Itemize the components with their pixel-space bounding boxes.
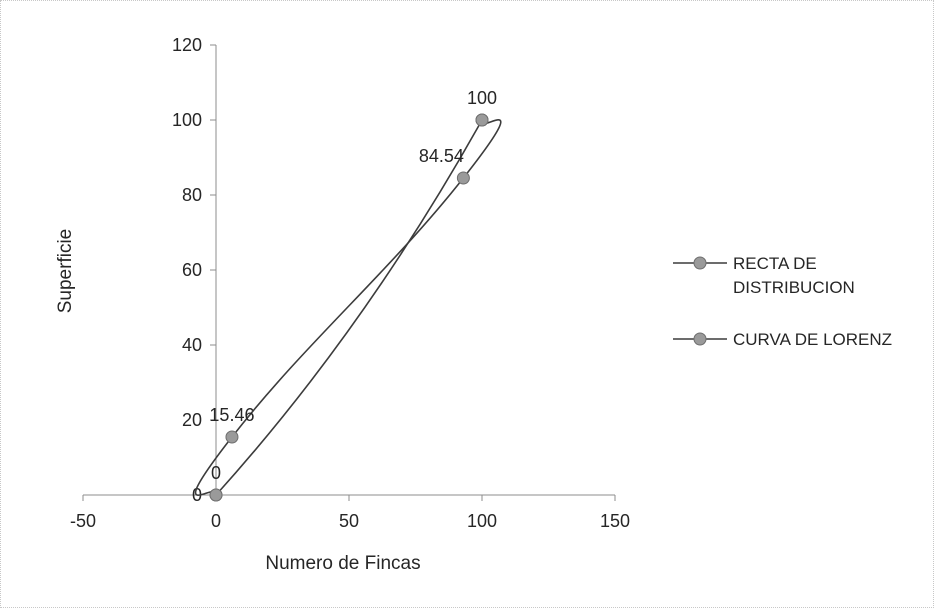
data-labels: 100 0 15.46 84.54 xyxy=(209,88,497,483)
data-point xyxy=(209,488,223,502)
legend-marker xyxy=(693,332,707,346)
series-markers xyxy=(209,113,489,502)
legend-entry: RECTA DE DISTRIBUCION xyxy=(673,254,855,297)
data-point xyxy=(225,430,239,444)
data-point xyxy=(475,113,489,127)
y-tick-label: 40 xyxy=(182,335,202,355)
legend-label: CURVA DE LORENZ xyxy=(733,330,892,349)
legend-marker xyxy=(693,256,707,270)
plot-layer: -50 0 50 100 150 0 20 40 60 80 100 120 100 0 15.46 84… xyxy=(70,35,630,531)
series-line-1 xyxy=(194,119,502,496)
legend: RECTA DE DISTRIBUCION CURVA DE LORENZ xyxy=(673,254,892,349)
x-tick-label: 100 xyxy=(467,511,497,531)
x-tick-label: 0 xyxy=(211,511,221,531)
y-tick-label: 80 xyxy=(182,185,202,205)
series-line-0 xyxy=(215,119,483,496)
x-tick-label: 50 xyxy=(339,511,359,531)
legend-label: DISTRIBUCION xyxy=(733,278,855,297)
legend-entry: CURVA DE LORENZ xyxy=(673,330,892,349)
data-label: 15.46 xyxy=(209,405,254,425)
data-label: 0 xyxy=(211,463,221,483)
y-tick-label: 20 xyxy=(182,410,202,430)
y-tick-label: 100 xyxy=(172,110,202,130)
x-axis-title: Numero de Fincas xyxy=(265,553,420,574)
x-tick-label: 150 xyxy=(600,511,630,531)
y-tick-label: 120 xyxy=(172,35,202,55)
x-tick-label: -50 xyxy=(70,511,96,531)
data-point xyxy=(456,171,470,185)
legend-label: RECTA DE xyxy=(733,254,817,273)
data-label: 84.54 xyxy=(419,146,464,166)
y-axis-title: Superficie xyxy=(55,229,76,314)
x-axis-ticks: -50 0 50 100 150 xyxy=(70,495,630,531)
data-label: 100 xyxy=(467,88,497,108)
y-tick-label: 60 xyxy=(182,260,202,280)
series-lines xyxy=(194,119,502,496)
